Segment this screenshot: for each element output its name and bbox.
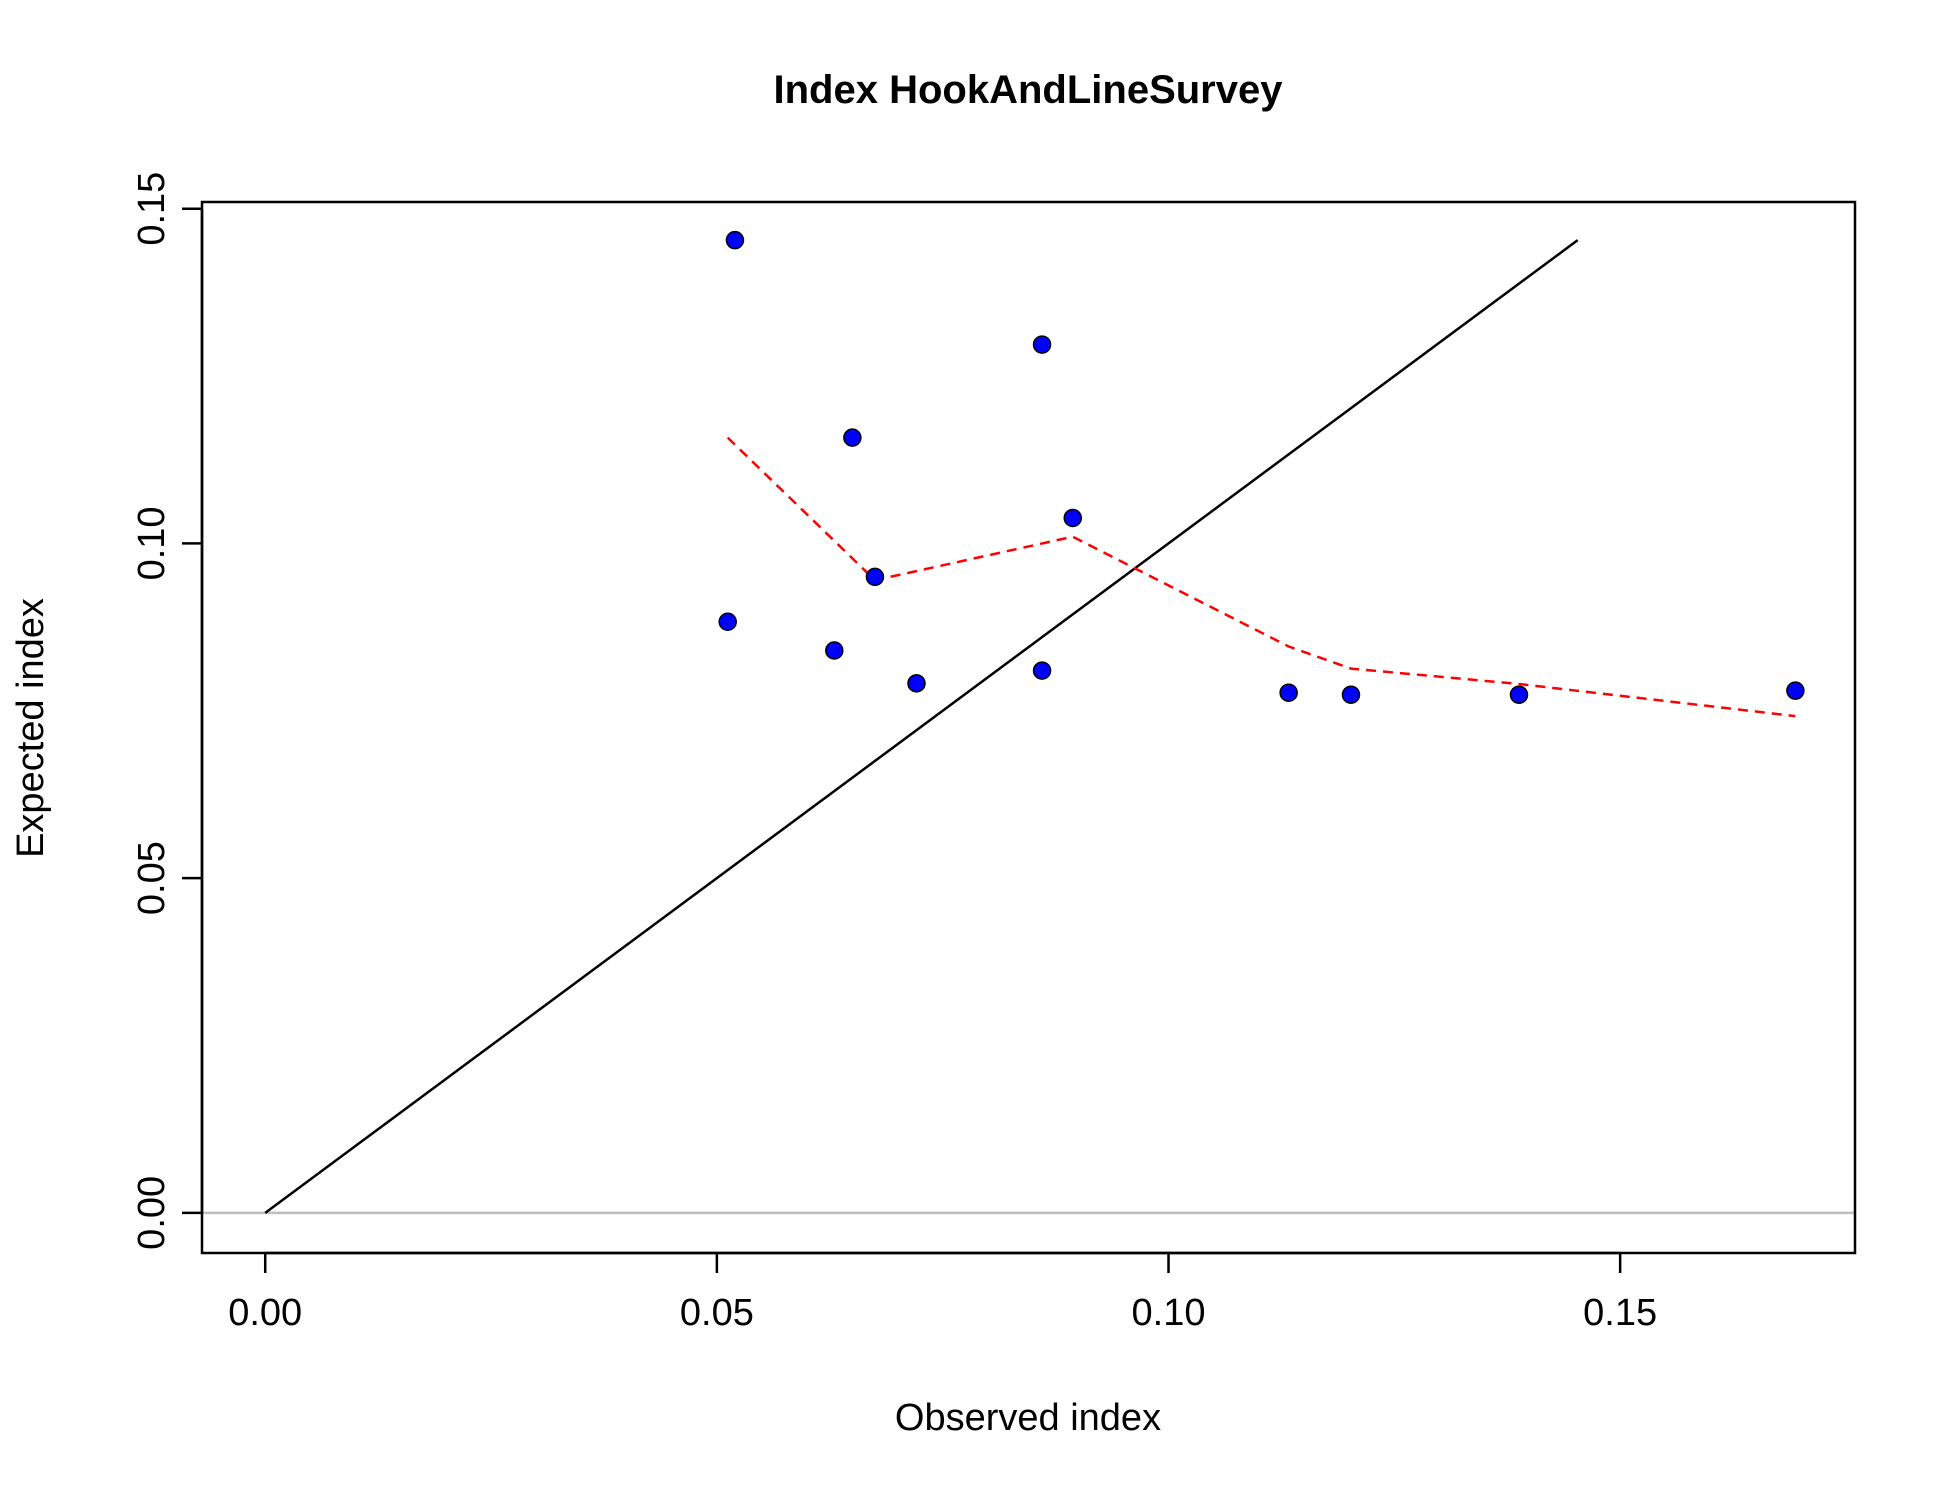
x-tick-label: 0.00 xyxy=(228,1292,302,1334)
data-point xyxy=(1032,661,1052,680)
x-axis: 0.00 0.05 0.10 0.15 xyxy=(228,1251,1657,1334)
data-point xyxy=(1279,683,1298,702)
y-tick-label: 0.10 xyxy=(131,506,173,580)
y-tick-label: 0.00 xyxy=(131,1176,173,1250)
y-tick-label: 0.15 xyxy=(131,172,173,246)
plot-area xyxy=(202,230,1855,1215)
data-point xyxy=(1063,508,1083,528)
y-axis: 0.00 0.05 0.10 0.15 xyxy=(131,172,204,1250)
x-tick-label: 0.05 xyxy=(680,1292,754,1334)
chart-title: Index HookAndLineSurvey xyxy=(774,68,1284,112)
smoother-line xyxy=(726,436,1796,718)
data-point xyxy=(865,567,885,587)
plot-frame xyxy=(200,200,1857,1255)
data-point xyxy=(1032,335,1052,354)
data-point xyxy=(725,230,745,250)
x-tick-label: 0.15 xyxy=(1583,1292,1657,1334)
data-point xyxy=(825,641,844,660)
data-point xyxy=(1341,685,1361,704)
x-axis-label: Observed index xyxy=(895,1397,1161,1439)
identity-line xyxy=(264,239,1579,1214)
data-point xyxy=(718,612,737,631)
data-point xyxy=(843,428,862,447)
y-tick-label: 0.05 xyxy=(131,841,173,915)
y-axis-label: Expected index xyxy=(10,598,52,858)
data-point xyxy=(1786,681,1805,700)
data-point xyxy=(907,674,926,693)
data-point xyxy=(1509,685,1529,704)
x-tick-label: 0.10 xyxy=(1132,1292,1206,1334)
